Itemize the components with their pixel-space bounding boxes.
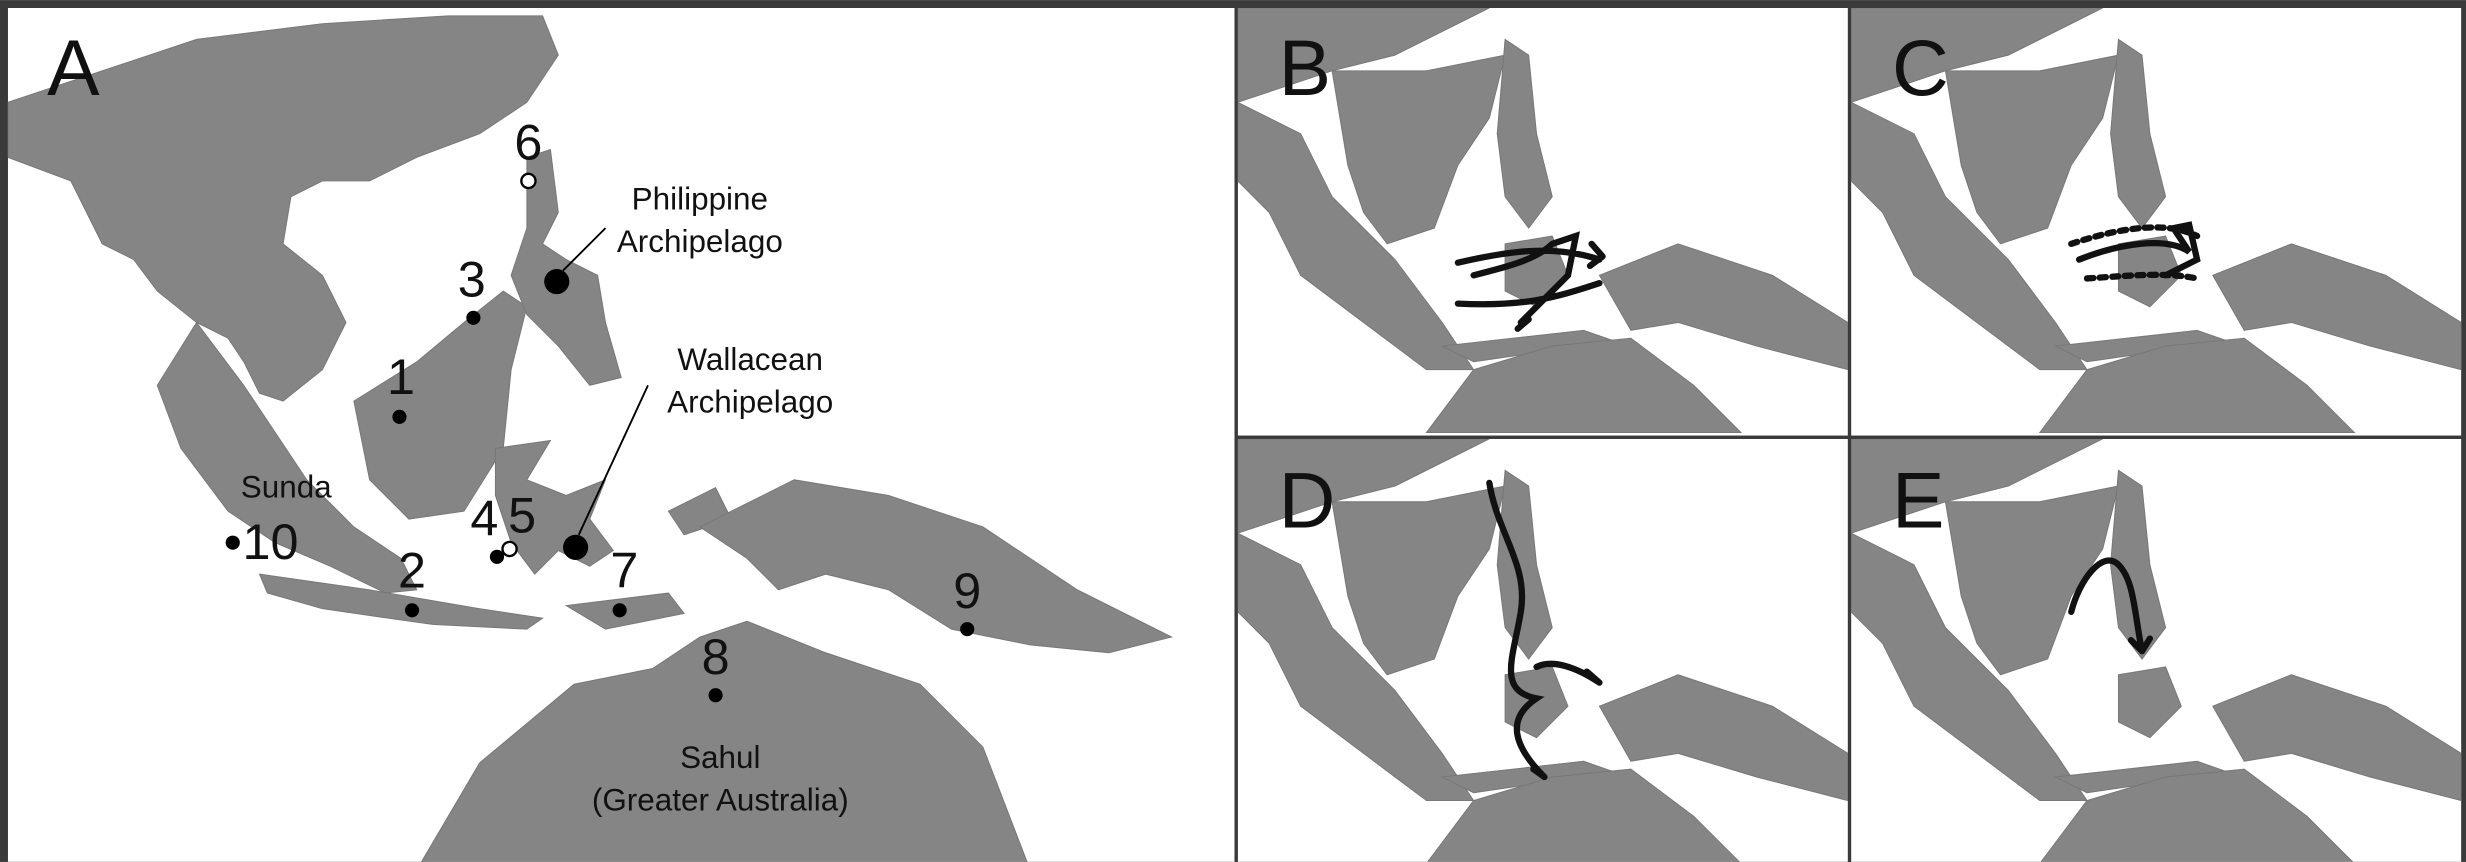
site-number: 1 <box>387 348 415 405</box>
region-label: Sunda <box>241 470 332 505</box>
site-number: 9 <box>953 562 981 619</box>
site-number: 3 <box>458 250 486 307</box>
site-number: 8 <box>702 628 730 685</box>
region-label: Archipelago <box>667 385 833 420</box>
page: {"panels": [{"label": "A"}, {"label": "B… <box>0 0 2466 862</box>
site-number: 2 <box>398 541 426 598</box>
site-number: 5 <box>508 486 536 543</box>
panel-label: C <box>1892 24 1949 112</box>
region-label: Wallacean <box>677 342 823 377</box>
panel-a <box>8 8 1235 862</box>
figure: A B C D E 1 2 3 45 6 7 8 9 10 Philippine Archipelago Wal… <box>0 0 2466 862</box>
region-label: Philippine <box>632 182 768 217</box>
panel-label: A <box>47 24 100 112</box>
region-label: (Greater Australia) <box>592 782 849 817</box>
panel-label: D <box>1279 456 1336 544</box>
site-number: 7 <box>610 541 638 598</box>
region-label: Archipelago <box>617 224 783 259</box>
site-number: 10 <box>243 513 299 570</box>
panel-label: E <box>1892 456 1944 544</box>
panel-label: B <box>1279 24 1331 112</box>
region-label: Sahul <box>680 740 760 775</box>
site-number: 4 <box>470 490 498 547</box>
site-number: 6 <box>514 114 542 171</box>
